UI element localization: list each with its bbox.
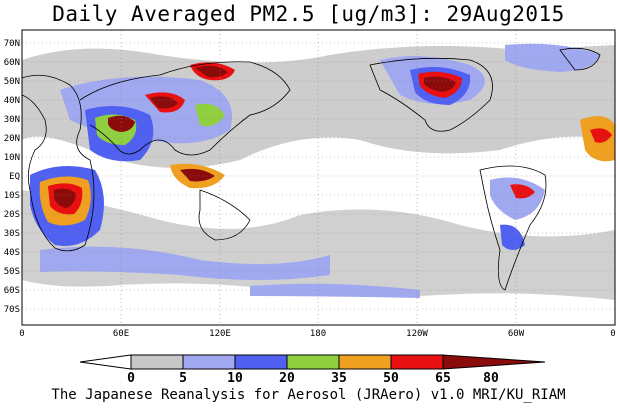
lat-label: 60S bbox=[4, 286, 20, 296]
lat-label: 20N bbox=[4, 134, 20, 144]
colorbar-label: 35 bbox=[331, 371, 347, 386]
concentration-field bbox=[22, 43, 615, 300]
coastlines bbox=[22, 47, 601, 291]
lat-label: 10N bbox=[4, 153, 20, 163]
lat-label: 70S bbox=[4, 305, 20, 315]
colorbar-label: 50 bbox=[383, 371, 399, 386]
colorbar-label: 80 bbox=[483, 371, 499, 386]
colorbar-segment-orange bbox=[338, 354, 392, 370]
lon-label: 60E bbox=[113, 329, 129, 339]
lat-label: 30N bbox=[4, 115, 20, 125]
colorbar-label: 10 bbox=[227, 371, 243, 386]
lat-label: 60N bbox=[4, 58, 20, 68]
lat-label: 30S bbox=[4, 229, 20, 239]
colorbar-label: 5 bbox=[179, 371, 187, 386]
lon-label: 60W bbox=[508, 329, 525, 339]
colorbar-segment-dark-red bbox=[442, 354, 546, 370]
colorbar-segment-green bbox=[286, 354, 340, 370]
lat-label: 10S bbox=[4, 191, 20, 201]
lat-label: 20S bbox=[4, 210, 20, 220]
colorbar-segment-red bbox=[390, 354, 444, 370]
lat-label: EQ bbox=[9, 172, 20, 182]
colorbar-segment-blue bbox=[234, 354, 288, 370]
lat-label: 40S bbox=[4, 248, 20, 258]
colorbar-segment-gray bbox=[130, 354, 184, 370]
longitude-labels: 0 60E 120E 180 120W 60W 0 bbox=[19, 329, 615, 339]
lat-label: 50S bbox=[4, 267, 20, 277]
footer-credit: The Japanese Reanalysis for Aerosol (JRA… bbox=[51, 387, 566, 403]
lon-label: 180 bbox=[310, 329, 326, 339]
colorbar-segment-white bbox=[79, 354, 132, 370]
lat-label: 70N bbox=[4, 39, 20, 49]
map-frame bbox=[21, 29, 616, 326]
lat-label: 50N bbox=[4, 77, 20, 87]
colorbar-label: 65 bbox=[435, 371, 451, 386]
lon-label: 120E bbox=[209, 329, 231, 339]
lon-label: 0 bbox=[19, 329, 24, 339]
colorbar: 0 5 10 20 35 50 65 80 bbox=[79, 354, 546, 386]
grid-lines bbox=[22, 30, 615, 325]
map-title: Daily Averaged PM2.5 [ug/m3]: 29Aug2015 bbox=[52, 2, 565, 26]
colorbar-segment-light-blue bbox=[182, 354, 236, 370]
lon-label: 120W bbox=[406, 329, 428, 339]
colorbar-label: 0 bbox=[127, 371, 135, 386]
latitude-labels: 70N 60N 50N 40N 30N 20N 10N EQ 10S 20S 3… bbox=[4, 39, 20, 315]
lon-label: 0 bbox=[610, 329, 615, 339]
lat-label: 40N bbox=[4, 96, 20, 106]
colorbar-label: 20 bbox=[279, 371, 295, 386]
